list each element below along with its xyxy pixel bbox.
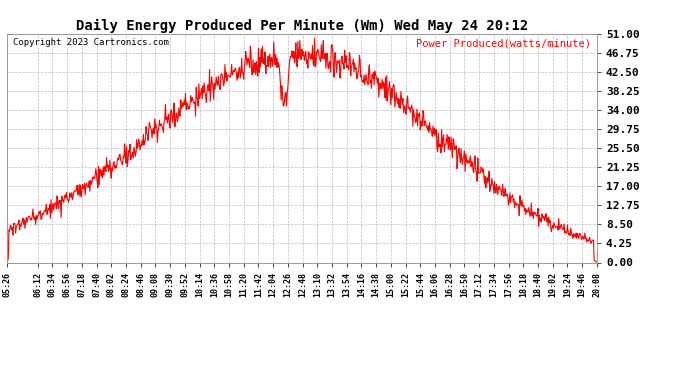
Power Produced(watts/minute) xyxy=(229,71,237,75)
Power Produced(watts/minute) xyxy=(3,260,11,265)
Power Produced(watts/minute) xyxy=(593,260,601,264)
Power Produced(watts/minute) xyxy=(310,36,319,40)
Power Produced(watts/minute) xyxy=(77,195,86,200)
Power Produced(watts/minute) xyxy=(385,86,393,90)
Power Produced(watts/minute) xyxy=(393,101,402,106)
Line: Power Produced(watts/minute): Power Produced(watts/minute) xyxy=(7,38,597,262)
Text: Power Produced(watts/minute): Power Produced(watts/minute) xyxy=(416,38,591,48)
Power Produced(watts/minute) xyxy=(117,158,125,162)
Power Produced(watts/minute) xyxy=(347,64,355,69)
Title: Daily Energy Produced Per Minute (Wm) Wed May 24 20:12: Daily Energy Produced Per Minute (Wm) We… xyxy=(76,18,528,33)
Text: Copyright 2023 Cartronics.com: Copyright 2023 Cartronics.com xyxy=(13,38,168,47)
